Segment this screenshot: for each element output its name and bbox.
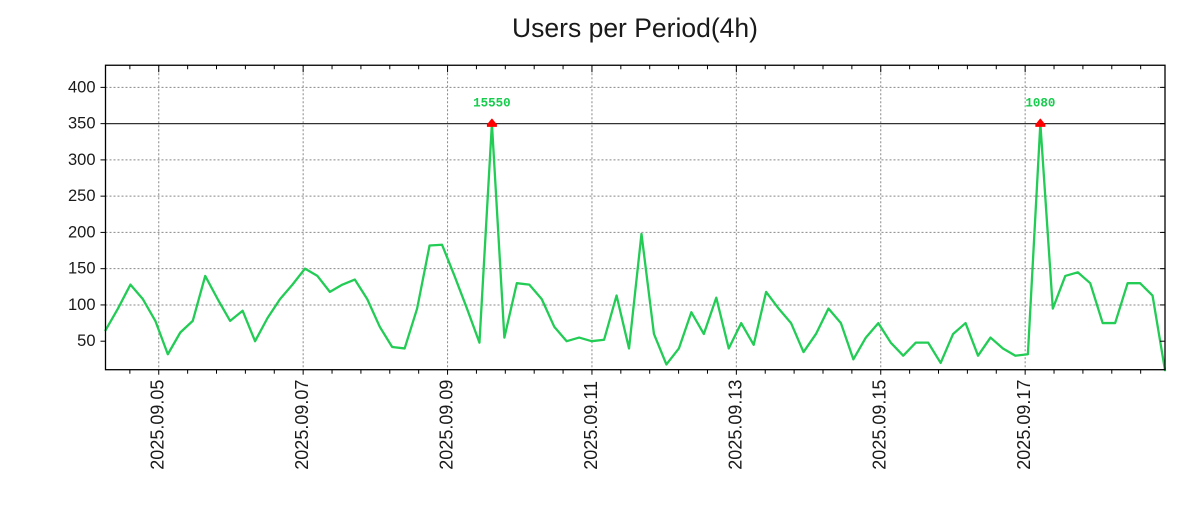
svg-text:100: 100 — [68, 296, 96, 314]
svg-text:150: 150 — [68, 260, 96, 278]
svg-text:2025.09.15: 2025.09.15 — [870, 380, 890, 470]
svg-text:2025.09.13: 2025.09.13 — [725, 380, 745, 470]
svg-text:2025.09.05: 2025.09.05 — [148, 380, 168, 470]
svg-text:250: 250 — [68, 187, 96, 205]
svg-text:50: 50 — [77, 332, 95, 350]
svg-text:2025.09.07: 2025.09.07 — [292, 380, 312, 470]
svg-text:15550: 15550 — [473, 97, 511, 111]
svg-text:2025.09.17: 2025.09.17 — [1014, 380, 1034, 470]
svg-text:2025.09.11: 2025.09.11 — [581, 381, 601, 470]
svg-text:2025.09.09: 2025.09.09 — [437, 380, 457, 470]
svg-text:200: 200 — [68, 223, 96, 241]
svg-text:300: 300 — [68, 151, 96, 169]
svg-text:400: 400 — [68, 78, 96, 96]
svg-text:350: 350 — [68, 115, 96, 133]
svg-text:1080: 1080 — [1025, 97, 1055, 111]
